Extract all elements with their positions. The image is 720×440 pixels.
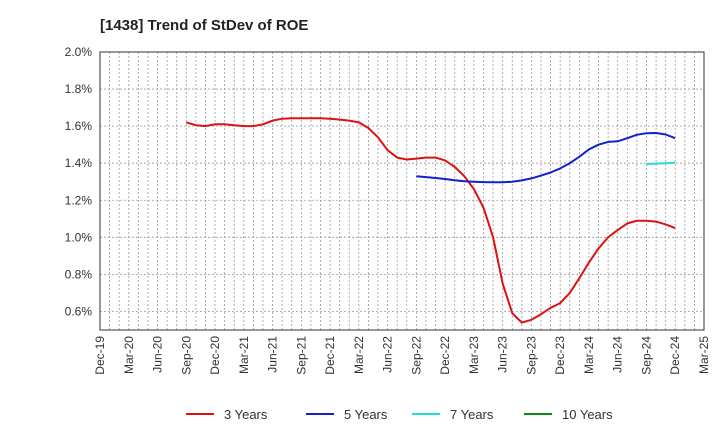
series-line-5-years (416, 132, 676, 184)
x-tick-label: Mar-20 (122, 336, 136, 374)
x-tick-label: Dec-23 (553, 336, 567, 375)
x-tick-label: Jun-22 (381, 336, 395, 373)
x-tick-label: Mar-25 (697, 336, 711, 374)
y-tick-label: 2.0% (65, 45, 93, 59)
x-tick-label: Sep-20 (179, 336, 193, 375)
x-tick-label: Sep-24 (639, 336, 653, 375)
y-tick-label: 1.8% (65, 82, 93, 96)
legend-label-7-years: 7 Years (450, 407, 494, 422)
chart-title: [1438] Trend of StDev of ROE (100, 17, 308, 34)
x-tick-label: Jun-24 (611, 336, 625, 373)
x-tick-label: Jun-21 (266, 336, 280, 373)
x-tick-label: Mar-23 (467, 336, 481, 374)
x-tick-label: Mar-22 (352, 336, 366, 374)
legend-label-3-years: 3 Years (224, 407, 268, 422)
plot-area (99, 51, 705, 331)
y-tick-label: 1.6% (65, 119, 93, 133)
x-tick-label: Dec-22 (438, 336, 452, 375)
x-tick-label: Jun-23 (496, 336, 510, 373)
x-axis-ticks: Dec-19 Mar-20 Jun-20 Sep-20 Dec-20 Mar-21 Jun-… (93, 336, 711, 375)
legend: 3 Years 5 Years 7 Years 10 Years (186, 407, 613, 422)
x-tick-label: Sep-23 (524, 336, 538, 375)
x-tick-label: Mar-24 (582, 336, 596, 374)
y-tick-label: 1.0% (65, 230, 93, 244)
series-lines (186, 117, 676, 324)
y-tick-label: 0.6% (65, 304, 93, 318)
x-tick-label: Jun-20 (151, 336, 165, 373)
y-tick-label: 0.8% (65, 267, 93, 281)
x-tick-label: Dec-21 (323, 336, 337, 375)
x-tick-label: Sep-22 (409, 336, 423, 375)
legend-label-5-years: 5 Years (344, 407, 388, 422)
y-axis-ticks: 0.6% 0.8% 1.0% 1.2% 1.4% 1.6% 1.8% 2.0% (65, 45, 93, 318)
series-line-7-years (646, 161, 676, 166)
y-tick-label: 1.2% (65, 193, 93, 207)
series-line-3-years (186, 117, 676, 324)
legend-label-10-years: 10 Years (562, 407, 613, 422)
grid (99, 51, 705, 330)
x-tick-label: Dec-24 (668, 336, 682, 375)
x-tick-label: Sep-21 (294, 336, 308, 375)
x-tick-label: Dec-20 (208, 336, 222, 375)
x-tick-label: Dec-19 (93, 336, 107, 375)
y-tick-label: 1.4% (65, 156, 93, 170)
x-tick-label: Mar-21 (237, 336, 251, 374)
